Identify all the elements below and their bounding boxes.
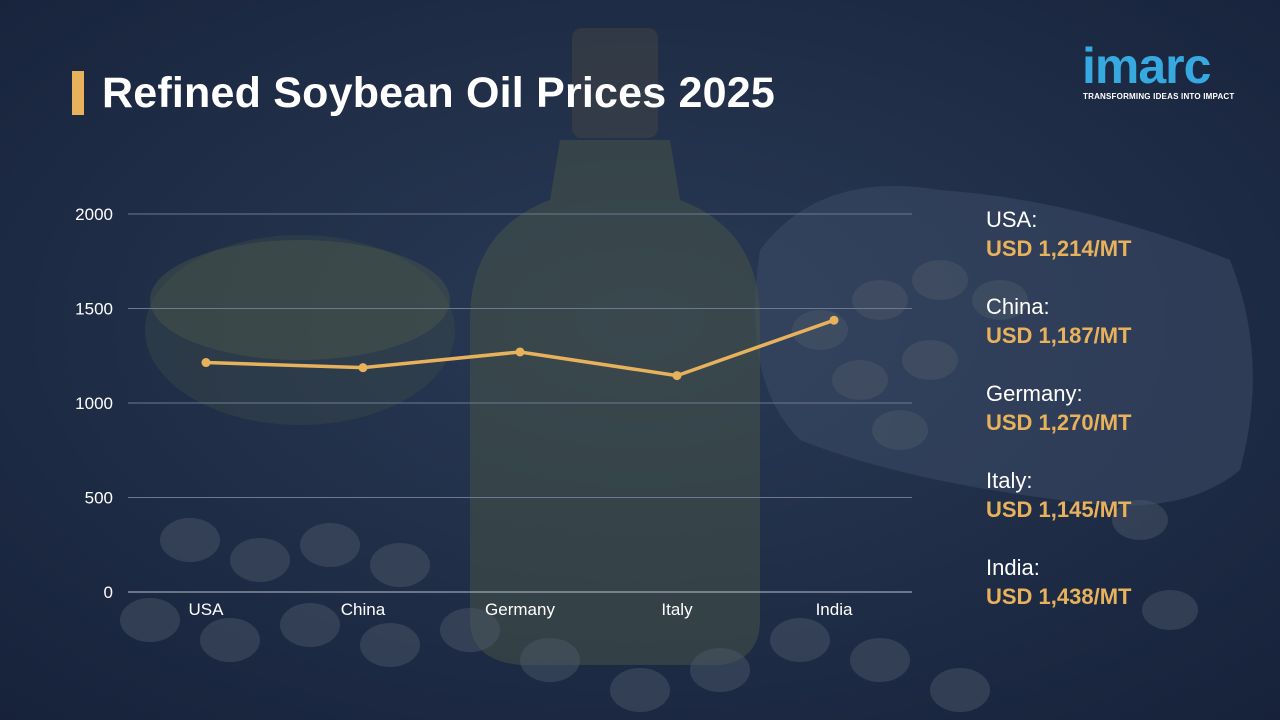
legend-value: USD 1,438/MT bbox=[986, 584, 1132, 609]
logo-wordmark: imarc bbox=[1082, 38, 1211, 94]
title-accent-bar bbox=[72, 71, 84, 115]
legend-value: USD 1,214/MT bbox=[986, 236, 1132, 261]
x-tick-label: USA bbox=[189, 600, 225, 619]
page-title: Refined Soybean Oil Prices 2025 bbox=[102, 68, 775, 117]
legend-country: Italy: bbox=[986, 468, 1033, 493]
x-tick-label: Italy bbox=[661, 600, 693, 619]
imarc-logo: imarc TRANSFORMING IDEAS INTO IMPACT bbox=[1082, 36, 1246, 106]
data-point-usa bbox=[201, 358, 211, 368]
x-tick-label: China bbox=[341, 600, 386, 619]
legend-value: USD 1,187/MT bbox=[986, 323, 1132, 348]
price-legend: USA: USD 1,214/MT China: USD 1,187/MT Ge… bbox=[986, 206, 1256, 641]
legend-country: China: bbox=[986, 294, 1050, 319]
legend-item-germany: Germany: USD 1,270/MT bbox=[986, 380, 1256, 467]
data-point-italy bbox=[672, 371, 682, 381]
logo-tagline: TRANSFORMING IDEAS INTO IMPACT bbox=[1083, 92, 1235, 101]
legend-item-china: China: USD 1,187/MT bbox=[986, 293, 1256, 380]
y-tick-label: 0 bbox=[104, 583, 113, 602]
x-tick-label: Germany bbox=[485, 600, 555, 619]
legend-country: India: bbox=[986, 555, 1040, 580]
legend-country: USA: bbox=[986, 207, 1038, 232]
data-point-germany bbox=[515, 347, 525, 357]
x-tick-label: India bbox=[816, 600, 853, 619]
data-point-india bbox=[829, 315, 839, 325]
legend-item-india: India: USD 1,438/MT bbox=[986, 554, 1256, 641]
title-block: Refined Soybean Oil Prices 2025 bbox=[72, 68, 775, 117]
legend-value: USD 1,270/MT bbox=[986, 410, 1132, 435]
legend-country: Germany: bbox=[986, 381, 1083, 406]
y-tick-label: 500 bbox=[85, 489, 113, 508]
y-tick-label: 1500 bbox=[75, 300, 113, 319]
y-tick-label: 1000 bbox=[75, 394, 113, 413]
legend-value: USD 1,145/MT bbox=[986, 497, 1132, 522]
y-tick-label: 2000 bbox=[75, 205, 113, 224]
legend-item-italy: Italy: USD 1,145/MT bbox=[986, 467, 1256, 554]
legend-item-usa: USA: USD 1,214/MT bbox=[986, 206, 1256, 293]
data-point-china bbox=[358, 363, 368, 373]
